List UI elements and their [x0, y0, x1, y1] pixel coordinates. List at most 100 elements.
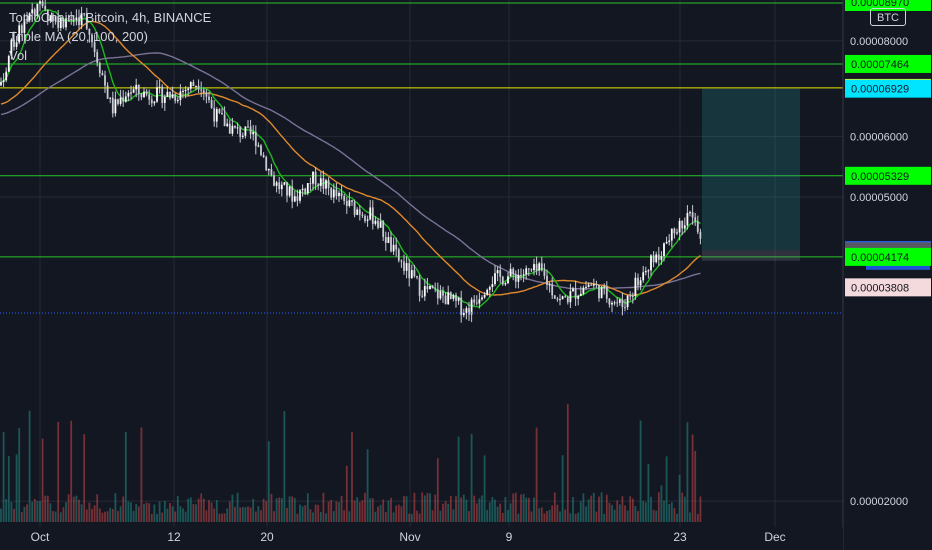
candle-117	[304, 187, 307, 195]
candle-84	[218, 108, 221, 115]
candle-90	[234, 125, 236, 129]
candle-240	[624, 298, 626, 312]
candle-196	[509, 263, 512, 277]
candle-216	[561, 295, 564, 300]
volume-bar-82	[213, 508, 216, 522]
long-position-tool[interactable]	[702, 88, 800, 261]
volume-bar-133	[345, 465, 348, 522]
candle-109	[283, 182, 286, 186]
candle-127	[330, 186, 333, 200]
position-profit-zone[interactable]	[702, 88, 800, 251]
candle-92	[239, 125, 242, 143]
volume-bar-123	[319, 511, 322, 522]
candle-122	[317, 183, 320, 191]
candle-197	[512, 267, 515, 281]
volume-bar-185	[481, 495, 483, 522]
candle-188	[488, 285, 491, 297]
position-loss-zone[interactable]	[702, 250, 800, 261]
volume-bar-145	[377, 506, 379, 522]
volume-bar-221	[574, 513, 577, 522]
symbol-title[interactable]: TomoChain / Bitcoin, 4h, BINANCE	[9, 10, 212, 25]
candle-145	[377, 217, 379, 230]
volume-bar-216	[561, 455, 564, 522]
volume-bar-150	[390, 497, 392, 522]
candle-262	[681, 220, 684, 235]
volume-bar-129	[335, 501, 338, 522]
candle-119	[309, 177, 312, 191]
volume-bar-240	[624, 505, 626, 522]
volume-bar-29	[75, 495, 78, 522]
indicator-title[interactable]: Triple MA (20, 100, 200)	[9, 29, 148, 44]
volume-bar-215	[559, 511, 561, 522]
volume-bar-77	[200, 493, 203, 522]
volume-bar-188	[488, 502, 491, 522]
candle-235	[611, 300, 613, 313]
volume-bar-48	[124, 431, 127, 522]
volume-bar-56	[145, 502, 148, 522]
volume-bar-42	[109, 507, 112, 522]
volume-bar-155	[403, 495, 405, 522]
candle-23	[59, 16, 62, 32]
volume-bar-74	[192, 504, 195, 522]
volume-bar-195	[507, 510, 509, 522]
volume-bar-31	[80, 504, 83, 522]
volume-bar-170	[442, 503, 444, 522]
volume-bar-70	[182, 508, 184, 522]
time-tick-4: 9	[506, 530, 513, 544]
currency-button[interactable]: BTC	[870, 8, 906, 26]
candle-259	[673, 227, 676, 239]
volume-bar-172	[447, 503, 450, 522]
candle-78	[202, 87, 205, 101]
volume-bar-47	[122, 496, 125, 522]
candle-217	[564, 294, 567, 298]
time-axis[interactable]	[0, 527, 843, 550]
candle-212	[551, 277, 554, 299]
candle-102	[265, 155, 268, 172]
candle-8	[20, 23, 23, 37]
volume-bar-208	[540, 507, 543, 522]
candle-14	[36, 3, 39, 19]
volume-bar-1	[2, 432, 5, 522]
volume-bar-222	[577, 512, 580, 522]
volume-title[interactable]: Vol	[9, 48, 28, 63]
candle-101	[262, 152, 265, 158]
volume-bar-108	[280, 498, 283, 522]
candle-151	[392, 237, 395, 255]
volume-bar-13	[33, 498, 36, 522]
volume-bar-75	[195, 504, 197, 522]
volume-bar-25	[65, 502, 67, 522]
volume-bar-187	[486, 509, 489, 522]
candle-5	[13, 31, 15, 51]
volume-bar-166	[431, 510, 434, 522]
volume-bar-238	[618, 504, 621, 522]
volume-bar-83	[215, 500, 218, 522]
time-tick-0: Oct	[31, 530, 50, 544]
volume-bar-164	[426, 493, 429, 522]
volume-bar-243	[631, 498, 634, 522]
volume-bar-160	[416, 510, 418, 522]
volume-bar-191	[496, 506, 499, 522]
volume-bar-200	[520, 494, 522, 522]
volume-bar-136	[353, 500, 356, 522]
candle-63	[163, 94, 166, 111]
candle-218	[566, 295, 569, 305]
volume-bar-211	[548, 509, 551, 522]
volume-bar-39	[101, 512, 104, 522]
candle-22	[57, 10, 60, 32]
candle-161	[418, 274, 421, 302]
candle-165	[429, 285, 431, 290]
candle-177	[460, 290, 463, 323]
candle-61	[158, 79, 161, 94]
volume-bar-23	[59, 512, 62, 522]
candle-233	[605, 281, 608, 303]
candle-69	[179, 84, 182, 106]
volume-bar-141	[366, 449, 369, 522]
candle-27	[70, 11, 73, 25]
candle-66	[171, 86, 174, 99]
volume-bar-250	[650, 496, 652, 522]
volume-bar-241	[626, 510, 629, 522]
volume-bar-230	[598, 496, 600, 522]
volume-bar-28	[72, 496, 75, 522]
volume-bar-117	[304, 505, 307, 522]
